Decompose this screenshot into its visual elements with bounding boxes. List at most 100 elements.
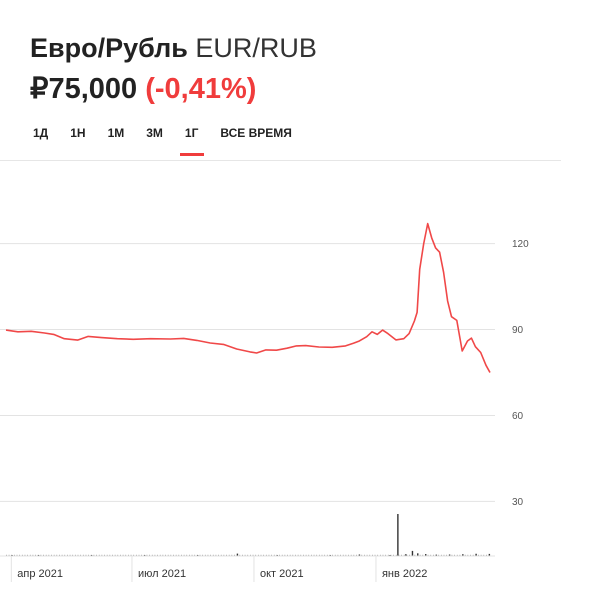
volume-tick xyxy=(263,554,265,556)
volume-bar xyxy=(448,554,451,556)
volume-tick xyxy=(395,554,397,556)
volume-tick xyxy=(297,554,299,556)
volume-tick xyxy=(242,554,243,556)
volume-bar xyxy=(425,554,427,556)
volume-tick xyxy=(114,554,116,556)
volume-tick xyxy=(273,554,275,556)
volume-tick xyxy=(212,554,214,556)
volume-tick xyxy=(374,554,376,556)
volume-tick xyxy=(88,554,90,556)
volume-tick xyxy=(287,554,288,556)
volume-tick xyxy=(239,554,241,556)
volume-tick xyxy=(61,554,63,556)
volume-tick xyxy=(438,554,440,556)
volume-tick xyxy=(326,554,328,556)
y-tick-label: 90 xyxy=(512,325,524,336)
volume-tick xyxy=(244,554,246,556)
volume-tick xyxy=(377,554,379,556)
volume-tick xyxy=(382,554,384,556)
volume-tick xyxy=(125,554,127,556)
volume-tick xyxy=(122,554,124,556)
volume-tick xyxy=(130,554,132,556)
volume-tick xyxy=(16,554,18,556)
instrument-title: Евро/Рубль EUR/RUB xyxy=(30,30,317,66)
volume-tick xyxy=(443,554,445,556)
volume-tick xyxy=(27,554,29,556)
volume-tick xyxy=(175,554,177,556)
volume-bar xyxy=(417,553,419,556)
volume-tick xyxy=(295,554,296,556)
volume-tick xyxy=(207,554,209,556)
volume-bar xyxy=(405,554,407,556)
volume-tick xyxy=(127,554,129,556)
volume-tick xyxy=(464,554,466,556)
volume-tick xyxy=(430,554,432,556)
volume-tick xyxy=(32,554,34,556)
volume-tick xyxy=(478,554,479,556)
volume-tick xyxy=(300,554,302,556)
volume-tick xyxy=(21,554,23,556)
volume-tick xyxy=(456,554,458,556)
volume-tick xyxy=(361,554,363,556)
volume-tick xyxy=(289,554,291,556)
volume-tick xyxy=(284,554,286,556)
volume-tick xyxy=(96,554,97,556)
volume-tick xyxy=(157,554,158,556)
volume-tick xyxy=(106,554,108,556)
tab-1d[interactable]: 1Д xyxy=(33,126,49,140)
volume-tick xyxy=(159,554,161,556)
volume-tick xyxy=(109,554,111,556)
volume-tick xyxy=(56,554,58,556)
tab-all-time[interactable]: ВСЕ ВРЕМЯ xyxy=(220,126,292,140)
volume-bar xyxy=(475,553,477,556)
tab-1m[interactable]: 1М xyxy=(107,126,125,140)
volume-tick xyxy=(324,554,326,556)
volume-tick xyxy=(74,554,76,556)
volume-tick xyxy=(483,554,485,556)
volume-bar xyxy=(462,554,464,556)
volume-tick xyxy=(353,554,355,556)
volume-tick xyxy=(379,554,381,556)
tab-1w[interactable]: 1Н xyxy=(70,126,86,140)
volume-tick xyxy=(350,554,352,556)
volume-tick xyxy=(186,554,188,556)
volume-tick xyxy=(45,554,47,556)
volume-tick xyxy=(228,554,230,556)
volume-tick xyxy=(35,554,36,556)
price-row: ₽75,000 (-0,41%) xyxy=(30,70,256,108)
volume-tick xyxy=(249,554,251,556)
volume-tick xyxy=(210,554,212,556)
volume-tick xyxy=(220,554,222,556)
volume-tick xyxy=(308,554,310,556)
volume-tick xyxy=(279,554,280,556)
volume-tick xyxy=(120,554,121,556)
tab-3m[interactable]: 3М xyxy=(146,126,163,140)
volume-tick xyxy=(13,554,15,556)
y-tick-label: 60 xyxy=(512,411,524,422)
volume-tick xyxy=(345,554,347,556)
period-tabs: 1Д 1Н 1М 3М 1Г ВСЕ ВРЕМЯ xyxy=(30,124,303,142)
volume-tick xyxy=(19,554,21,556)
volume-bar xyxy=(411,550,414,556)
volume-tick xyxy=(265,554,267,556)
volume-tick xyxy=(72,554,74,556)
volume-tick xyxy=(80,554,82,556)
instrument-name: Евро/Рубль xyxy=(30,33,188,63)
volume-tick xyxy=(40,554,42,556)
volume-tick xyxy=(318,554,320,556)
price-change: (-0,41%) xyxy=(145,73,257,105)
volume-tick xyxy=(281,554,283,556)
volume-tick xyxy=(112,554,113,556)
volume-tick xyxy=(85,554,87,556)
volume-tick xyxy=(440,554,442,556)
volume-tick xyxy=(59,554,60,556)
volume-tick xyxy=(66,554,68,556)
volume-tick xyxy=(181,554,182,556)
tab-1y[interactable]: 1Г xyxy=(174,124,209,142)
volume-tick xyxy=(98,554,100,556)
volume-tick xyxy=(247,554,249,556)
volume-tick xyxy=(149,554,151,556)
volume-tick xyxy=(316,554,318,556)
volume-tick xyxy=(151,554,153,556)
volume-tick xyxy=(451,554,453,556)
